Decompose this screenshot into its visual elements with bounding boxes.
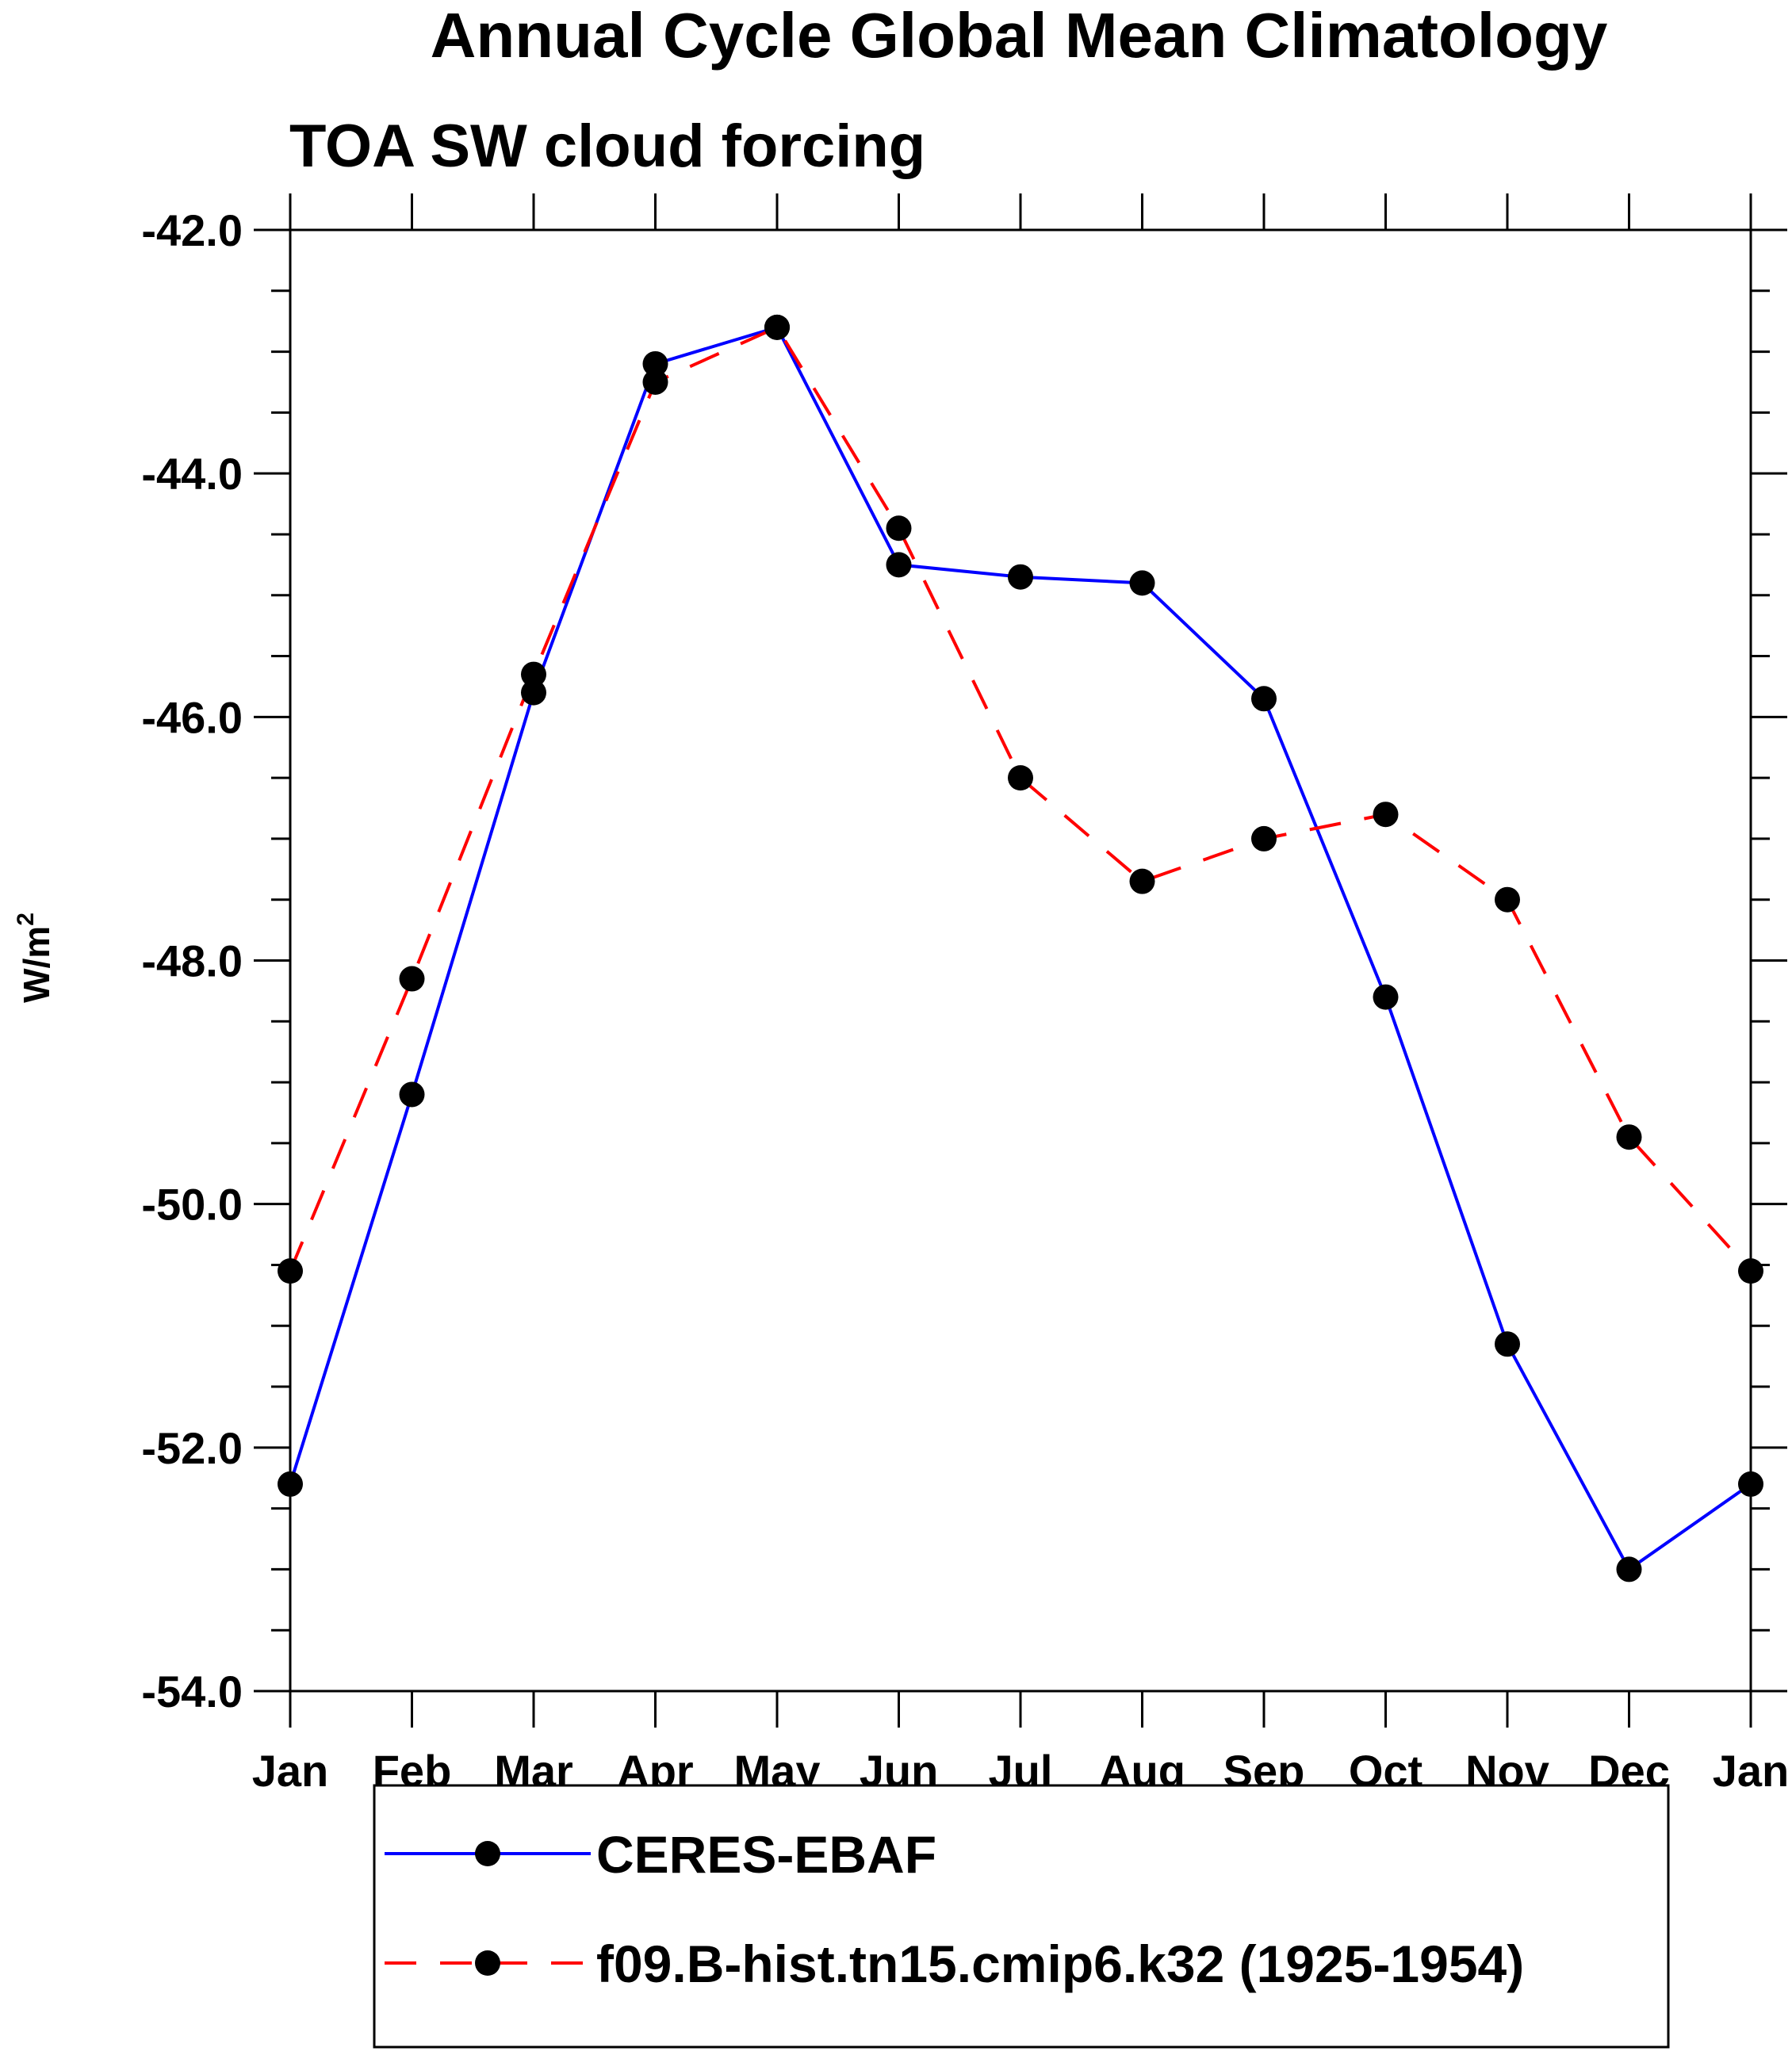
y-tick-label: -46.0 xyxy=(141,692,243,742)
x-tick-label: Jan xyxy=(252,1746,329,1796)
series-1-point xyxy=(1616,1124,1642,1150)
y-tick-label: -42.0 xyxy=(141,205,243,255)
series-1-point xyxy=(1251,825,1277,851)
legend-marker-model xyxy=(475,1950,500,1976)
series-0-point xyxy=(1008,564,1033,590)
series-0-point xyxy=(1738,1471,1763,1497)
series-0-point xyxy=(642,350,668,377)
legend-label-ceres: CERES-EBAF xyxy=(596,1825,936,1884)
y-tick-label: -48.0 xyxy=(141,936,243,986)
series-line-1 xyxy=(289,325,1752,1272)
series-1-point xyxy=(764,314,790,340)
y-axis-label-superscript: 2 xyxy=(13,913,39,926)
series-1-point xyxy=(1129,868,1155,894)
svg-text:W/m2: W/m2 xyxy=(13,913,57,1003)
series-0-point xyxy=(1129,570,1155,596)
series-0-point xyxy=(399,1081,425,1108)
series-1-point xyxy=(1008,765,1033,791)
series-1-point xyxy=(399,966,425,992)
y-axis-label-text: W/m xyxy=(16,926,57,1003)
chart-subtitle: TOA SW cloud forcing xyxy=(289,113,925,180)
series-0-point xyxy=(1373,984,1399,1010)
legend-marker-ceres xyxy=(475,1841,500,1866)
y-tick-label: -50.0 xyxy=(141,1180,243,1230)
series-1-point xyxy=(1373,802,1399,828)
chart-title: Annual Cycle Global Mean Climatology xyxy=(431,0,1608,71)
x-tick-label: Jan xyxy=(1713,1746,1790,1796)
series-0-point xyxy=(278,1471,303,1497)
y-tick-label: -54.0 xyxy=(141,1667,243,1716)
y-tick-label: -44.0 xyxy=(141,449,243,499)
series-1-point xyxy=(278,1258,303,1284)
series-1-point xyxy=(1738,1258,1763,1284)
series-1-point xyxy=(1495,886,1520,913)
legend-box xyxy=(373,1784,1670,2049)
axes: Jan Feb Mar Apr May Jun Jul Aug Sep Oct Nov Dec Jan-… xyxy=(141,193,1789,1796)
series-0-point xyxy=(1616,1556,1642,1582)
legend: CERES-EBAF f09.B-hist.tn15.cmip6.k32 (19… xyxy=(373,1784,1670,2049)
series-0-point xyxy=(521,679,546,706)
legend-label-model: f09.B-hist.tn15.cmip6.k32 (1925-1954) xyxy=(596,1934,1524,1993)
series-0-point xyxy=(886,552,912,578)
series-1-point xyxy=(521,661,546,687)
series-layer xyxy=(278,314,1763,1582)
y-tick-label: -52.0 xyxy=(141,1423,243,1473)
series-0-point xyxy=(1495,1331,1520,1357)
plot-frame xyxy=(289,228,1752,1693)
y-axis-label: W/m2 xyxy=(13,913,57,1003)
series-1-point xyxy=(642,369,668,395)
series-1-point xyxy=(886,515,912,541)
series-0-point xyxy=(1251,686,1277,712)
